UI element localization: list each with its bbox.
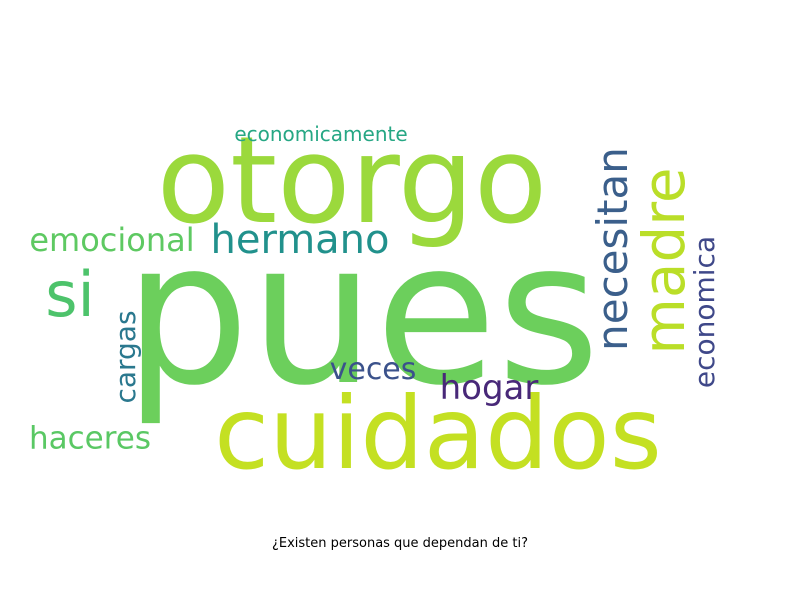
word-veces: veces [329, 352, 417, 387]
wordcloud-caption: ¿Existen personas que dependan de ti? [271, 536, 529, 551]
word-hogar: hogar [439, 368, 539, 408]
word-cuidados: cuidados [214, 375, 662, 492]
word-madre: madre [630, 167, 698, 355]
word-economicamente: economicamente [234, 122, 408, 146]
word-pues: pues [123, 198, 601, 429]
word-necesitan: necesitan [588, 147, 637, 351]
word-si: si [45, 258, 95, 331]
word-economica: economica [688, 235, 721, 389]
word-hermano: hermano [210, 217, 390, 263]
word-cargas: cargas [109, 310, 142, 404]
word-haceres: haceres [28, 420, 152, 457]
word-emocional: emocional [29, 221, 195, 259]
word-otorgo: otorgo [156, 112, 548, 251]
